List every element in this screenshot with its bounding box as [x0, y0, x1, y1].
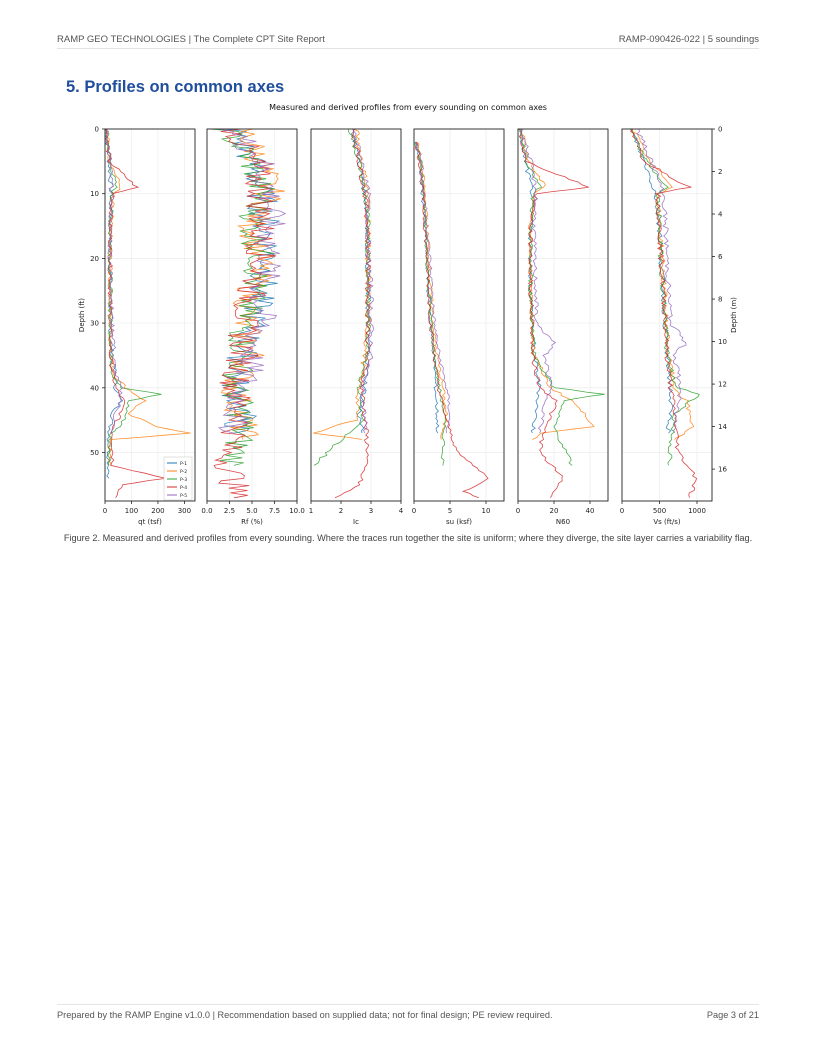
panel-2-trace-p-5 — [217, 128, 287, 434]
panel-1-xtick-label: 100 — [125, 507, 138, 515]
footer-divider — [57, 1004, 759, 1005]
depth-ft-axis-label: Depth (ft) — [78, 298, 86, 332]
panel-2-trace-p-3 — [209, 128, 275, 466]
panel-4-xtick-label: 10 — [482, 507, 491, 515]
depth-ft-tick-label: 0 — [95, 126, 99, 134]
panel-5-xtick-label: 0 — [516, 507, 520, 515]
panel-2-xtick-label: 7.5 — [269, 507, 280, 515]
panel-5-xlabel: N60 — [556, 518, 570, 526]
depth-m-tick-label: 2 — [718, 168, 722, 176]
panel-4-xlabel: su (ksf) — [446, 518, 472, 526]
panel-2-trace-p-4 — [213, 128, 277, 499]
panel-5-trace-p-3 — [519, 128, 605, 466]
panel-1-frame — [104, 128, 196, 502]
panel-5-xtick-label: 20 — [550, 507, 559, 515]
panel-3-frame — [310, 128, 402, 502]
depth-m-tick-label: 14 — [718, 423, 727, 431]
panel-3-xlabel: Ic — [353, 518, 359, 526]
panel-1-trace-p-5 — [104, 128, 124, 434]
panel-1-trace-p-2 — [105, 128, 191, 466]
footer-left-text: Prepared by the RAMP Engine v1.0.0 | Rec… — [57, 1010, 553, 1020]
panel-1-xlabel: qt (tsf) — [138, 518, 162, 526]
depth-m-tick-label: 6 — [718, 253, 723, 261]
panel-6-xtick-label: 500 — [653, 507, 666, 515]
panel-4-trace-p-3 — [414, 141, 447, 466]
depth-m-axis-label: Depth (m) — [730, 297, 738, 333]
header-left-text: RAMP GEO TECHNOLOGIES | The Complete CPT… — [57, 34, 325, 45]
panel-3-xtick-label: 3 — [369, 507, 373, 515]
panel-2-xlabel: Rf (%) — [241, 518, 263, 526]
legend-label-p-2: P-2 — [180, 469, 187, 475]
panel-6-xtick-label: 0 — [620, 507, 624, 515]
depth-ft-tick-label: 40 — [90, 384, 99, 392]
panel-1-xtick-label: 0 — [103, 507, 107, 515]
depth-ft-tick-label: 10 — [90, 190, 99, 198]
panel-2-xtick-label: 10.0 — [289, 507, 305, 515]
depth-ft-tick-label: 50 — [90, 449, 99, 457]
section-title: 5. Profiles on common axes — [66, 78, 285, 96]
depth-m-tick-label: 12 — [718, 381, 727, 389]
depth-ft-tick-label: 20 — [90, 255, 99, 263]
panel-1-xtick-label: 200 — [151, 507, 164, 515]
panel-1-trace-p-4 — [104, 128, 166, 499]
panel-4-trace-p-2 — [416, 141, 449, 440]
panel-2-xtick-label: 2.5 — [224, 507, 235, 515]
panel-3-xtick-label: 4 — [399, 507, 404, 515]
depth-m-tick-label: 16 — [718, 466, 727, 474]
panel-6-trace-p-4 — [630, 128, 698, 498]
panel-5-trace-p-4 — [519, 128, 589, 499]
panel-3-trace-p-5 — [351, 128, 374, 434]
figure-caption: Figure 2. Measured and derived profiles … — [63, 533, 753, 543]
panel-4-xtick-label: 5 — [448, 507, 452, 515]
depth-m-tick-label: 8 — [718, 296, 722, 304]
panel-3-trace-p-4 — [334, 128, 372, 499]
panel-3-xtick-label: 2 — [339, 507, 343, 515]
legend-label-p-4: P-4 — [180, 485, 187, 491]
panel-4-xtick-label: 0 — [412, 507, 416, 515]
legend-label-p-3: P-3 — [180, 477, 187, 483]
panel-5-trace-p-5 — [520, 128, 557, 434]
legend-label-p-1: P-1 — [180, 461, 187, 467]
panel-4-trace-p-4 — [415, 141, 489, 499]
panel-1-xtick-label: 300 — [178, 507, 191, 515]
panel-6-trace-p-2 — [631, 128, 695, 440]
footer-page-number: Page 3 of 21 — [706, 1010, 759, 1020]
panel-6-xtick-label: 1000 — [688, 507, 706, 515]
panel-2-xtick-label: 0.0 — [201, 507, 212, 515]
depth-m-tick-label: 4 — [718, 211, 723, 219]
depth-m-tick-label: 0 — [718, 126, 722, 134]
panel-5-frame — [517, 128, 609, 502]
panel-2-trace-p-2 — [221, 128, 285, 440]
panel-6-xlabel: Vs (ft/s) — [653, 518, 680, 526]
panel-6-frame — [621, 128, 713, 502]
panel-1-trace-p-1 — [104, 128, 124, 479]
figure-title: Measured and derived profiles from every… — [269, 103, 547, 112]
depth-ft-tick-label: 30 — [90, 320, 99, 328]
header-right-text: RAMP-090426-022 | 5 soundings — [618, 34, 759, 45]
panel-2-xtick-label: 5.0 — [246, 507, 257, 515]
panel-4-frame — [413, 128, 505, 502]
panel-3-xtick-label: 1 — [309, 507, 313, 515]
panel-5-xtick-label: 40 — [586, 507, 595, 515]
panel-6-trace-p-5 — [636, 128, 687, 434]
panel-4-trace-p-5 — [415, 141, 451, 434]
depth-m-tick-label: 10 — [718, 338, 727, 346]
legend-label-p-5: P-5 — [180, 493, 187, 499]
page-header: RAMP GEO TECHNOLOGIES | The Complete CPT… — [57, 34, 759, 49]
